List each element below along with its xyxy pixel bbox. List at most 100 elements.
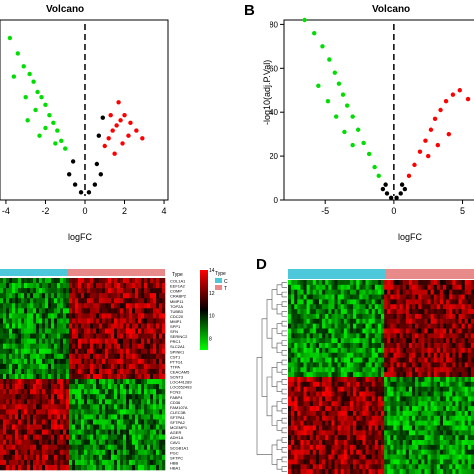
heatmap-cell: [9, 303, 13, 309]
volcano-point-up: [412, 162, 417, 168]
heatmap-cell: [309, 309, 314, 315]
heatmap-cell: [346, 367, 351, 373]
heatmap-cell: [159, 409, 163, 415]
heatmap-cell: [18, 338, 22, 344]
heatmap-cell: [129, 389, 133, 395]
heatmap-cell: [48, 333, 52, 339]
heatmap-cell: [6, 454, 10, 461]
volcano-point-down: [55, 128, 60, 133]
heatmap-cell: [328, 459, 332, 465]
heatmap-cell: [9, 464, 13, 471]
heatmap-cell: [390, 313, 394, 320]
heatmap-cell: [99, 394, 103, 400]
heatmap-cell: [6, 348, 10, 355]
heatmap-cell: [381, 323, 385, 329]
heatmap-cell: [135, 338, 139, 344]
heatmap-cell: [315, 459, 320, 465]
heatmap-cell: [54, 293, 58, 299]
heatmap-cell: [312, 352, 317, 358]
heatmap-cell: [78, 323, 82, 329]
heatmap-cell: [436, 386, 441, 392]
heatmap-cell: [359, 459, 363, 465]
heatmap-cell: [449, 347, 453, 354]
heatmap-cell: [325, 459, 329, 465]
heatmap-cell: [42, 283, 46, 289]
heatmap-cell: [84, 464, 88, 471]
heatmap-cell: [470, 372, 474, 378]
heatmap-cell: [337, 410, 341, 417]
heatmap-cell: [421, 280, 425, 286]
heatmap-cell: [396, 309, 400, 315]
heatmap-cell: [90, 343, 94, 350]
heatmap-cell: [331, 459, 335, 465]
heatmap-cell: [464, 410, 469, 417]
heatmap-cell: [108, 318, 112, 324]
heatmap-cell: [436, 323, 441, 329]
heatmap-cell: [315, 343, 320, 349]
heatmap-cell: [114, 374, 118, 380]
heatmap-cell: [377, 430, 382, 436]
heatmap-cell: [430, 357, 434, 363]
heatmap-cell: [111, 429, 115, 435]
heatmap-cell: [135, 318, 139, 324]
heatmap-cell: [42, 333, 46, 339]
heatmap-cell: [93, 379, 97, 385]
heatmap-cell: [322, 280, 326, 286]
heatmap-cell: [60, 358, 64, 365]
heatmap-cell: [374, 381, 379, 387]
heatmap-cell: [291, 410, 295, 417]
heatmap-cell: [464, 367, 469, 373]
heatmap-cell: [377, 362, 382, 368]
heatmap-cell: [359, 289, 363, 295]
heatmap-cell: [387, 347, 391, 354]
heatmap-cell: [132, 288, 136, 294]
heatmap-cell: [368, 304, 372, 310]
heatmap-cell: [3, 394, 7, 400]
heatmap-cell: [396, 299, 400, 305]
heatmap-cell: [132, 298, 136, 304]
heatmap-cell: [90, 414, 94, 420]
heatmap-cell: [359, 343, 363, 349]
heatmap-cell: [42, 454, 46, 461]
heatmap-cell: [132, 353, 136, 360]
heatmap-cell: [132, 374, 136, 380]
heatmap-cell: [356, 386, 360, 392]
heatmap-cell: [381, 415, 385, 421]
heatmap-cell: [421, 318, 425, 324]
heatmap-cell: [325, 284, 329, 290]
heatmap-cell: [334, 420, 338, 426]
heatmap-cell: [81, 313, 85, 319]
heatmap-cell: [15, 419, 19, 425]
dendrogram-branch: [281, 311, 287, 317]
heatmap-cell: [291, 396, 295, 402]
heatmap-cell: [467, 289, 472, 295]
heatmap-cell: [412, 406, 416, 412]
heatmap-cell: [15, 303, 19, 309]
heatmap-cell: [12, 434, 16, 440]
heatmap-cell: [470, 367, 474, 373]
heatmap-cell: [306, 420, 310, 426]
heatmap-cell: [78, 424, 82, 430]
heatmap-cell: [415, 289, 419, 295]
heatmap-cell: [415, 367, 419, 373]
heatmap-cell: [315, 420, 320, 426]
heatmap-cell: [147, 419, 151, 425]
heatmap-cell: [87, 343, 91, 350]
heatmap-cell: [153, 404, 157, 410]
heatmap-cell: [87, 283, 91, 289]
heatmap-cell: [90, 459, 94, 466]
heatmap-cell: [27, 439, 31, 446]
heatmap-cell: [66, 379, 70, 385]
heatmap-cell: [421, 304, 425, 310]
heatmap-cell: [51, 439, 55, 446]
heatmap-cell: [123, 414, 127, 420]
heatmap-cell: [449, 280, 453, 286]
dendrogram-branch: [281, 291, 287, 298]
heatmap-cell: [461, 464, 465, 470]
heatmap-cell: [436, 396, 441, 402]
heatmap-cell: [439, 323, 444, 329]
heatmap-cell: [390, 299, 394, 305]
heatmap-cell: [126, 404, 130, 410]
heatmap-cell: [377, 420, 382, 426]
heatmap-cell: [108, 353, 112, 360]
